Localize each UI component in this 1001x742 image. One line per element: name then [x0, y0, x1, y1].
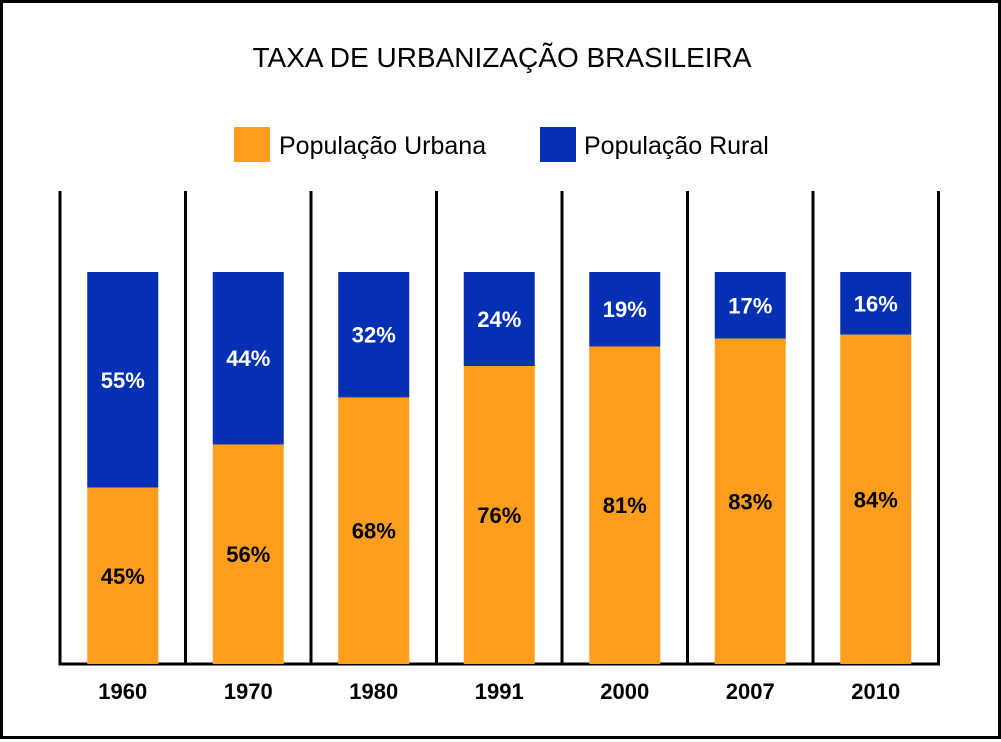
legend-label-rural: População Rural: [584, 132, 769, 160]
bar-rural-2000: [589, 272, 661, 347]
data-label-urban-1991: 76%: [477, 503, 521, 528]
bar-urban-1991: [463, 366, 535, 664]
data-label-urban-1980: 68%: [352, 519, 396, 544]
legend-swatch-urban: [234, 127, 270, 162]
bar-rural-1991: [463, 272, 535, 367]
data-label-urban-2010: 84%: [854, 487, 898, 512]
x-axis-ticks: 1960 1970 1980 1991 2000 2007 2010: [98, 679, 900, 704]
bar-rural-1970: [212, 272, 284, 445]
x-tick-label-2007: 2007: [726, 679, 775, 704]
bar-rural-1980: [338, 272, 410, 398]
x-tick-label-1960: 1960: [98, 679, 147, 704]
data-label-rural-1991: 24%: [477, 307, 521, 332]
x-tick-label-1970: 1970: [224, 679, 273, 704]
x-tick-label-2010: 2010: [851, 679, 900, 704]
x-tick-label-1980: 1980: [349, 679, 398, 704]
chart-title: TAXA DE URBANIZAÇÃO BRASILEIRA: [253, 42, 752, 73]
bar-urban-2010: [840, 334, 912, 664]
bar-urban-1980: [338, 397, 410, 664]
data-label-urban-2000: 81%: [603, 493, 647, 518]
data-label-rural-2010: 16%: [854, 291, 898, 316]
chart-svg: TAXA DE URBANIZAÇÃO BRASILEIRA População…: [58, 42, 940, 704]
data-label-rural-2007: 17%: [728, 293, 772, 318]
legend-swatch-rural: [540, 127, 576, 162]
data-label-urban-1970: 56%: [226, 542, 270, 567]
data-label-urban-1960: 45%: [101, 564, 145, 589]
bar-rural-1960: [87, 272, 159, 488]
x-tick-label-1991: 1991: [475, 679, 524, 704]
data-label-rural-1980: 32%: [352, 323, 396, 348]
bar-urban-1960: [87, 487, 159, 664]
data-label-rural-2000: 19%: [603, 297, 647, 322]
legend-label-urban: População Urbana: [279, 132, 486, 160]
plot-bars: [87, 272, 912, 664]
data-label-rural-1970: 44%: [226, 346, 270, 371]
bar-rural-2010: [840, 272, 912, 335]
data-label-rural-1960: 55%: [101, 368, 145, 393]
bar-urban-2000: [589, 346, 661, 664]
x-tick-label-2000: 2000: [600, 679, 649, 704]
data-label-urban-2007: 83%: [728, 489, 772, 514]
bar-urban-2007: [714, 338, 786, 664]
bar-urban-1970: [212, 444, 284, 664]
plot-labels: 55% 45% 44% 56% 32% 68% 24% 76% 19% 81% 17% 83% 16% 8…: [101, 291, 898, 588]
legend: População Urbana População Rural: [234, 127, 769, 162]
bar-rural-2007: [714, 272, 786, 339]
